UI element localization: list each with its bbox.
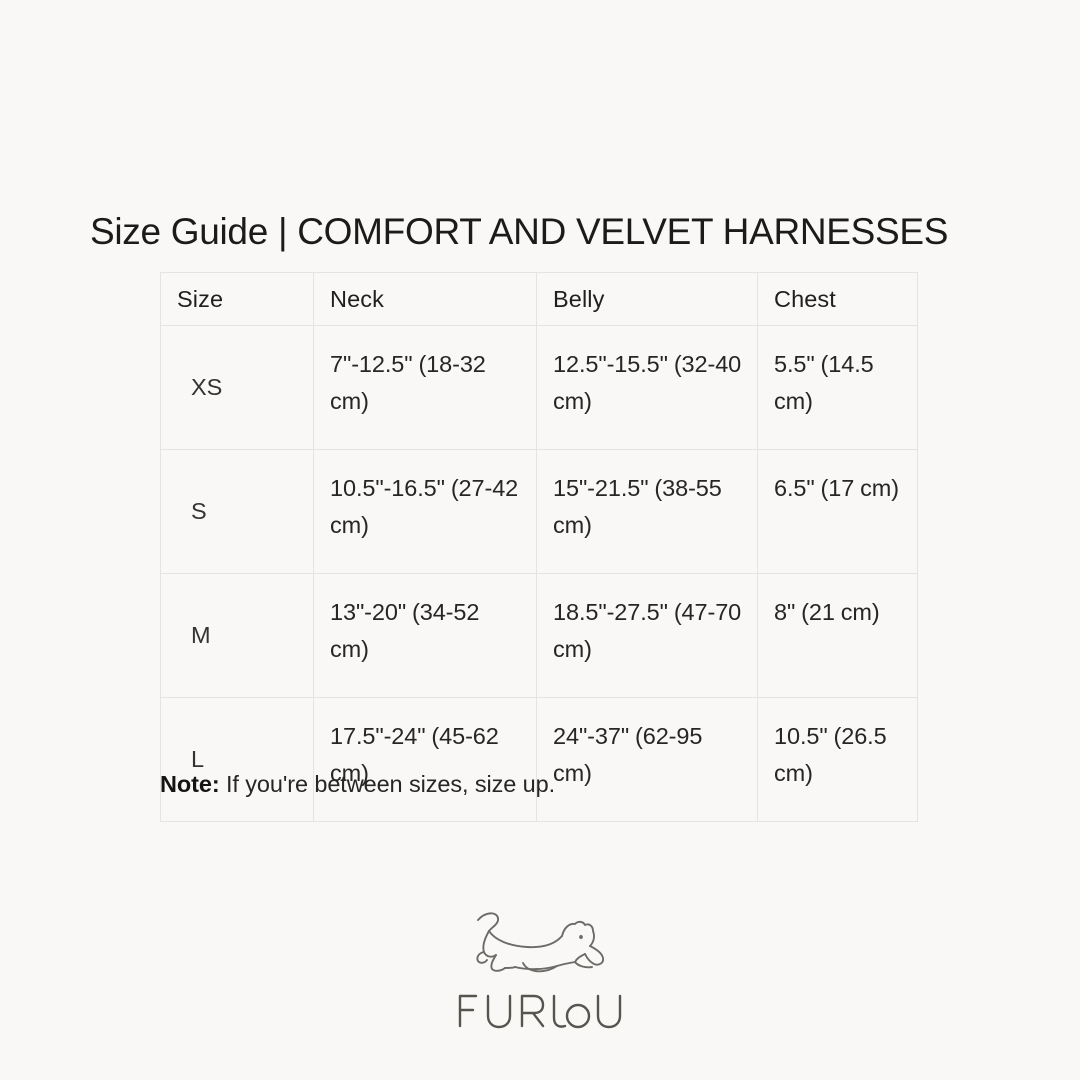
cell-chest: 8" (21 cm) xyxy=(757,573,918,698)
column-header-belly: Belly xyxy=(536,272,758,326)
size-chart-container: Size Neck Belly Chest XS 7"-12.5" (18-32… xyxy=(160,272,918,822)
column-header-chest: Chest xyxy=(757,272,918,326)
size-chart-table: Size Neck Belly Chest XS 7"-12.5" (18-32… xyxy=(160,272,918,822)
cell-size: L xyxy=(160,697,314,822)
leaping-dachshund-icon xyxy=(476,912,605,973)
cell-chest: 10.5" (26.5 cm) xyxy=(757,697,918,822)
cell-chest: 6.5" (17 cm) xyxy=(757,449,918,574)
cell-belly: 12.5"-15.5" (32-40 cm) xyxy=(536,325,758,450)
column-header-size: Size xyxy=(160,272,314,326)
page-title: Size Guide | COMFORT AND VELVET HARNESSE… xyxy=(90,211,949,252)
cell-neck: 10.5"-16.5" (27-42 cm) xyxy=(313,449,537,574)
column-header-neck: Neck xyxy=(313,272,537,326)
cell-belly: 15"-21.5" (38-55 cm) xyxy=(536,449,758,574)
table-row: M 13"-20" (34-52 cm) 18.5"-27.5" (47-70 … xyxy=(160,573,918,698)
table-row: XS 7"-12.5" (18-32 cm) 12.5"-15.5" (32-4… xyxy=(160,325,918,450)
cell-size: M xyxy=(160,573,314,698)
cell-size: S xyxy=(160,449,314,574)
cell-belly: 18.5"-27.5" (47-70 cm) xyxy=(536,573,758,698)
cell-neck: 17.5"-24" (45-62 cm) xyxy=(313,697,537,822)
sizing-note-text: If you're between sizes, size up. xyxy=(225,771,556,797)
cell-size: XS xyxy=(160,325,314,450)
cell-neck: 7"-12.5" (18-32 cm) xyxy=(313,325,537,450)
table-header-row: Size Neck Belly Chest xyxy=(160,272,918,326)
cell-belly: 24"-37" (62-95 cm) xyxy=(536,697,758,822)
sizing-note: Note: If you're between sizes, size up. xyxy=(160,767,555,801)
table-row: L 17.5"-24" (45-62 cm) 24"-37" (62-95 cm… xyxy=(160,697,918,822)
table-row: S 10.5"-16.5" (27-42 cm) 15"-21.5" (38-5… xyxy=(160,449,918,574)
table-header: Size Neck Belly Chest xyxy=(160,272,918,326)
cell-neck: 13"-20" (34-52 cm) xyxy=(313,573,537,698)
brand-footer: FURLOU xyxy=(0,908,1080,1034)
table-body: XS 7"-12.5" (18-32 cm) 12.5"-15.5" (32-4… xyxy=(160,325,918,822)
cell-chest: 5.5" (14.5 cm) xyxy=(757,325,918,450)
brand-wordmark: FURLOU xyxy=(458,994,622,1029)
sizing-note-label: Note: xyxy=(160,771,220,797)
